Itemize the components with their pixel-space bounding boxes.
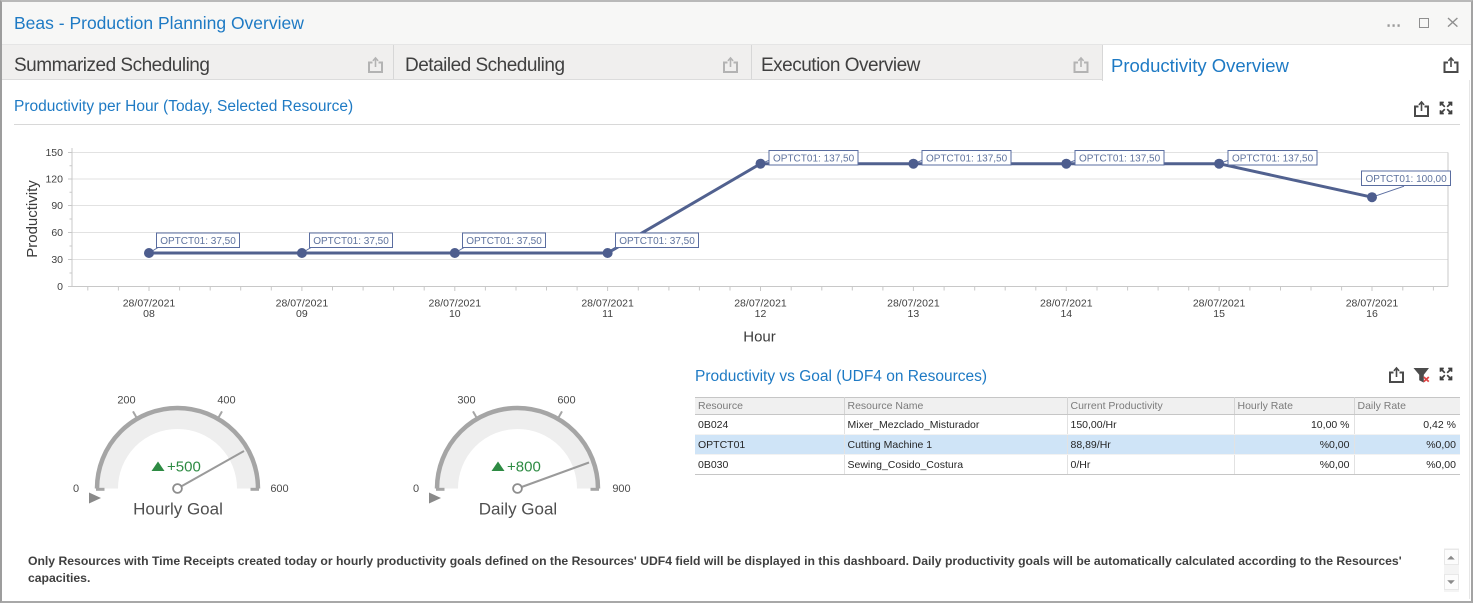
svg-text:400: 400 xyxy=(217,395,235,407)
svg-text:28/07/2021: 28/07/2021 xyxy=(734,298,787,310)
svg-text:0: 0 xyxy=(57,281,63,293)
svg-text:28/07/2021: 28/07/2021 xyxy=(581,298,634,310)
svg-text:0: 0 xyxy=(413,483,419,495)
svg-text:28/07/2021: 28/07/2021 xyxy=(887,298,940,310)
svg-text:28/07/2021: 28/07/2021 xyxy=(429,298,482,310)
svg-text:28/07/2021: 28/07/2021 xyxy=(1346,298,1399,310)
svg-text:12: 12 xyxy=(755,308,767,320)
svg-text:10: 10 xyxy=(449,308,461,320)
svg-text:28/07/2021: 28/07/2021 xyxy=(1040,298,1093,310)
svg-text:Hourly Goal: Hourly Goal xyxy=(133,500,223,519)
svg-text:11: 11 xyxy=(602,308,613,320)
svg-text:200: 200 xyxy=(117,395,135,407)
svg-text:09: 09 xyxy=(296,308,308,320)
svg-text:OPTCT01: 37,50: OPTCT01: 37,50 xyxy=(619,236,695,247)
svg-text:15: 15 xyxy=(1213,308,1225,320)
svg-text:Daily Goal: Daily Goal xyxy=(479,500,557,519)
svg-text:13: 13 xyxy=(908,308,920,320)
svg-text:OPTCT01: 137,50: OPTCT01: 137,50 xyxy=(1079,154,1161,165)
svg-text:14: 14 xyxy=(1060,308,1072,320)
svg-text:60: 60 xyxy=(51,227,63,239)
svg-text:Productivity: Productivity xyxy=(24,180,41,258)
svg-text:600: 600 xyxy=(270,483,288,495)
svg-text:0: 0 xyxy=(73,483,79,495)
svg-text:08: 08 xyxy=(143,308,155,320)
svg-text:OPTCT01: 137,50: OPTCT01: 137,50 xyxy=(926,154,1008,165)
svg-text:28/07/2021: 28/07/2021 xyxy=(123,298,176,310)
svg-text:+800: +800 xyxy=(507,459,541,476)
svg-text:28/07/2021: 28/07/2021 xyxy=(276,298,329,310)
svg-text:OPTCT01: 37,50: OPTCT01: 37,50 xyxy=(466,236,542,247)
svg-text:OPTCT01: 37,50: OPTCT01: 37,50 xyxy=(160,236,236,247)
svg-text:300: 300 xyxy=(457,395,475,407)
svg-text:16: 16 xyxy=(1366,308,1378,320)
svg-text:OPTCT01: 37,50: OPTCT01: 37,50 xyxy=(313,236,389,247)
svg-text:+500: +500 xyxy=(167,459,201,476)
svg-text:OPTCT01: 137,50: OPTCT01: 137,50 xyxy=(773,154,855,165)
svg-text:600: 600 xyxy=(557,395,575,407)
svg-text:28/07/2021: 28/07/2021 xyxy=(1193,298,1246,310)
svg-text:120: 120 xyxy=(45,174,63,186)
svg-text:OPTCT01: 137,50: OPTCT01: 137,50 xyxy=(1232,154,1314,165)
svg-text:30: 30 xyxy=(51,254,63,266)
svg-text:150: 150 xyxy=(45,147,63,159)
svg-text:900: 900 xyxy=(612,483,630,495)
svg-text:Hour: Hour xyxy=(743,328,776,345)
svg-text:OPTCT01: 100,00: OPTCT01: 100,00 xyxy=(1366,174,1448,185)
svg-text:90: 90 xyxy=(51,200,63,212)
